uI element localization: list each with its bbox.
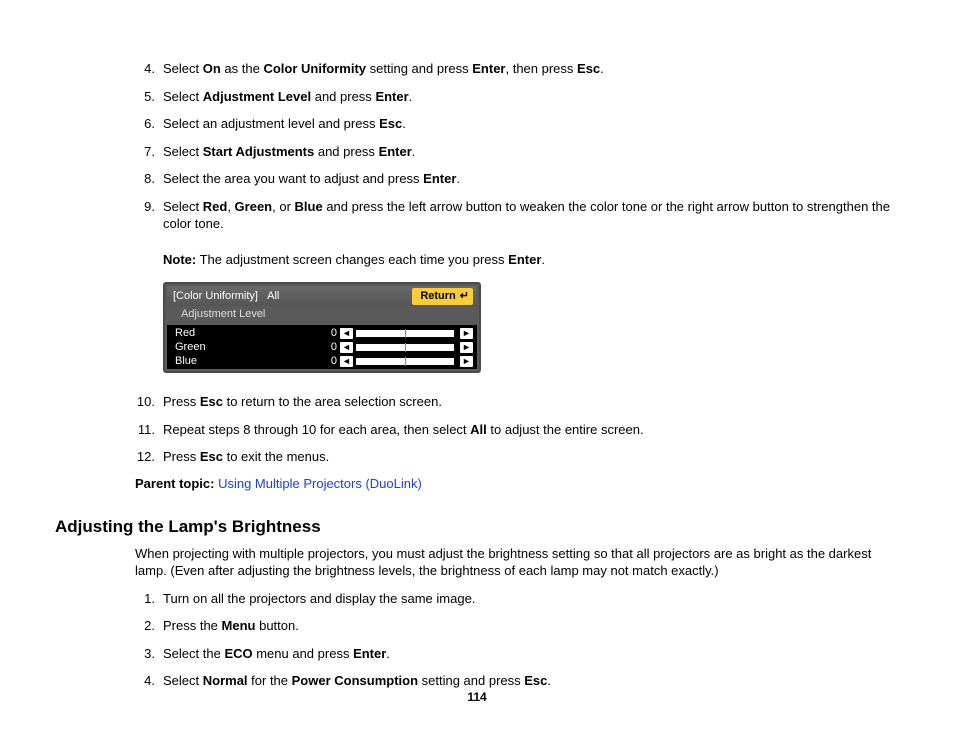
return-label: Return (420, 289, 455, 304)
step-b2: 2. Press the Menu button. (135, 617, 899, 635)
arrow-right-icon[interactable]: ► (460, 342, 473, 353)
slider-bar[interactable] (356, 358, 454, 365)
arrow-left-icon[interactable]: ◄ (340, 356, 353, 367)
step-text: Select Red, Green, or Blue and press the… (163, 199, 890, 232)
row-value: 0 (321, 354, 337, 369)
menu-row-green[interactable]: Green 0 ◄ ► (167, 340, 477, 354)
steps-list-1: 4. Select On as the Color Uniformity set… (135, 60, 899, 491)
step-number: 8. (135, 170, 155, 188)
step-text: Select On as the Color Uniformity settin… (163, 61, 604, 76)
step-b3: 3. Select the ECO menu and press Enter. (135, 645, 899, 663)
menu-row-blue[interactable]: Blue 0 ◄ ► (167, 354, 477, 368)
slider-bar[interactable] (356, 330, 454, 337)
step-number: 4. (135, 60, 155, 78)
menu-title: [Color Uniformity] All (173, 289, 279, 304)
arrow-right-icon[interactable]: ► (460, 328, 473, 339)
step-10: 10. Press Esc to return to the area sele… (135, 393, 899, 411)
step-7: 7. Select Start Adjustments and press En… (135, 143, 899, 161)
arrow-right-icon[interactable]: ► (460, 356, 473, 367)
step-text: Select Normal for the Power Consumption … (163, 673, 551, 688)
step-text: Select Start Adjustments and press Enter… (163, 144, 415, 159)
step-number: 12. (135, 448, 155, 466)
step-number: 10. (135, 393, 155, 411)
menu-rows: Red 0 ◄ ► Green 0 ◄ ► (167, 325, 477, 369)
steps-list-2: 1. Turn on all the projectors and displa… (135, 590, 899, 690)
step-text: Select Adjustment Level and press Enter. (163, 89, 412, 104)
step-9: 9. Select Red, Green, or Blue and press … (135, 198, 899, 373)
arrow-left-icon[interactable]: ◄ (340, 342, 353, 353)
step-text: Press the Menu button. (163, 618, 299, 633)
note-text: The adjustment screen changes each time … (196, 252, 508, 267)
section-intro: When projecting with multiple projectors… (135, 545, 899, 580)
document-page: 4. Select On as the Color Uniformity set… (0, 0, 954, 690)
step-number: 4. (135, 672, 155, 690)
step-5: 5. Select Adjustment Level and press Ent… (135, 88, 899, 106)
row-value: 0 (321, 326, 337, 341)
arrow-left-icon[interactable]: ◄ (340, 328, 353, 339)
step-text: Turn on all the projectors and display t… (163, 591, 475, 606)
step-number: 9. (135, 198, 155, 216)
step-number: 3. (135, 645, 155, 663)
return-button[interactable]: Return ↵ (412, 288, 473, 305)
step-text: Select the area you want to adjust and p… (163, 171, 460, 186)
step-12: 12. Press Esc to exit the menus. (135, 448, 899, 466)
step-text: Press Esc to exit the menus. (163, 449, 329, 464)
row-label: Blue (171, 354, 321, 369)
parent-topic-label: Parent topic: (135, 476, 218, 491)
row-label: Green (171, 340, 321, 355)
step-number: 6. (135, 115, 155, 133)
step-text: Select the ECO menu and press Enter. (163, 646, 390, 661)
step-text: Repeat steps 8 through 10 for each area,… (163, 422, 644, 437)
step-text: Press Esc to return to the area selectio… (163, 394, 442, 409)
color-uniformity-menu: [Color Uniformity] All Return ↵ Adjustme… (163, 282, 481, 373)
step-number: 2. (135, 617, 155, 635)
step-b1: 1. Turn on all the projectors and displa… (135, 590, 899, 608)
row-value: 0 (321, 340, 337, 355)
step-number: 1. (135, 590, 155, 608)
step-number: 7. (135, 143, 155, 161)
note: Note: The adjustment screen changes each… (163, 251, 899, 269)
step-11: 11. Repeat steps 8 through 10 for each a… (135, 421, 899, 439)
step-6: 6. Select an adjustment level and press … (135, 115, 899, 133)
menu-header: [Color Uniformity] All Return ↵ (167, 286, 477, 306)
page-number: 114 (0, 690, 954, 704)
step-text: Select an adjustment level and press Esc… (163, 116, 406, 131)
parent-topic-link[interactable]: Using Multiple Projectors (DuoLink) (218, 476, 422, 491)
step-4: 4. Select On as the Color Uniformity set… (135, 60, 899, 78)
row-label: Red (171, 326, 321, 341)
slider-bar[interactable] (356, 344, 454, 351)
step-number: 11. (135, 421, 155, 439)
step-number: 5. (135, 88, 155, 106)
note-label: Note: (163, 252, 196, 267)
step-8: 8. Select the area you want to adjust an… (135, 170, 899, 188)
step-b4: 4. Select Normal for the Power Consumpti… (135, 672, 899, 690)
parent-topic: Parent topic: Using Multiple Projectors … (135, 476, 899, 491)
menu-row-red[interactable]: Red 0 ◄ ► (167, 326, 477, 340)
section-heading: Adjusting the Lamp's Brightness (55, 517, 899, 537)
menu-subtitle: Adjustment Level (167, 306, 477, 325)
return-icon: ↵ (460, 289, 469, 304)
